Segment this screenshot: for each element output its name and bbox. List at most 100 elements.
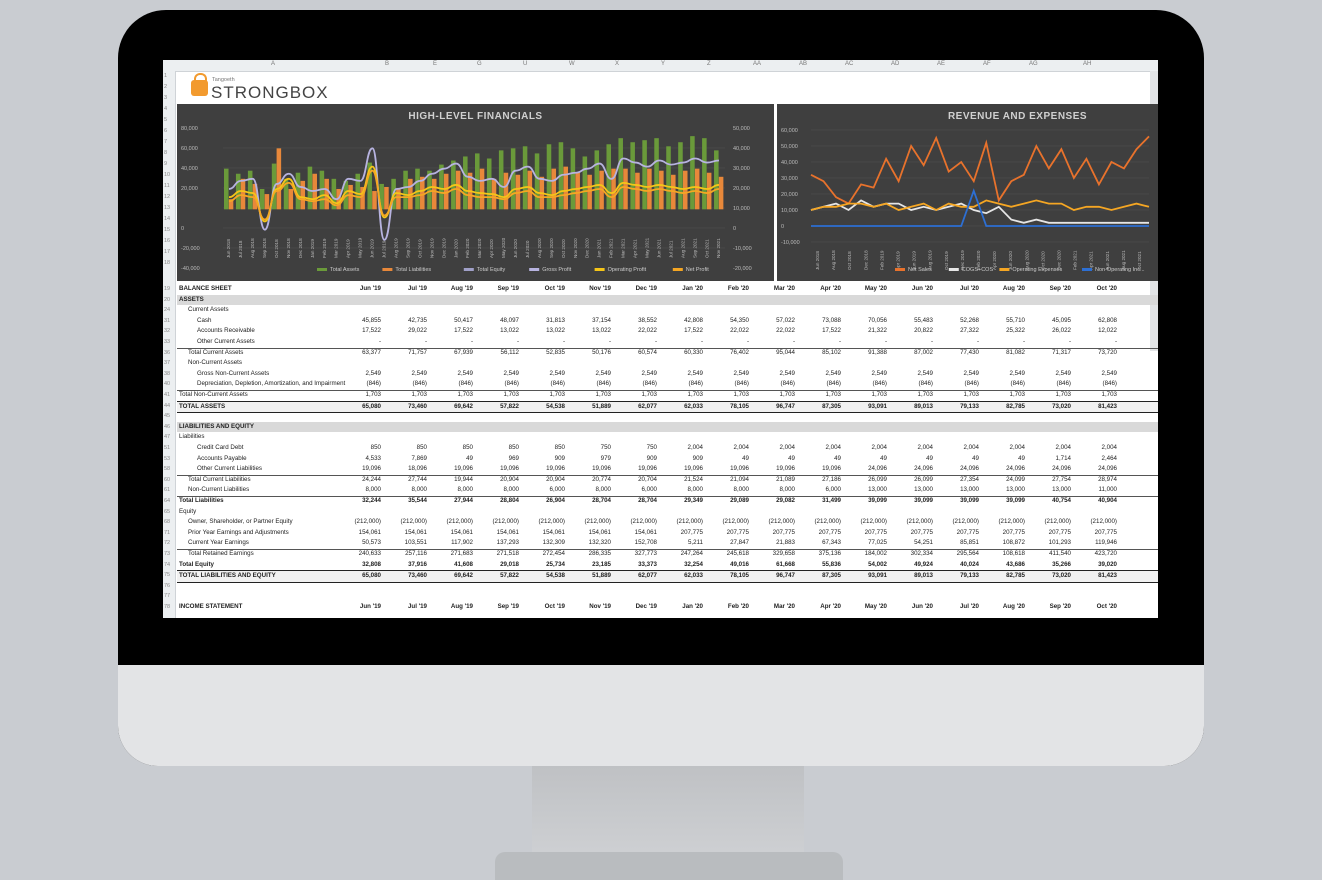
cell-value[interactable]: 24,244 bbox=[362, 475, 381, 483]
cell-value[interactable]: (846) bbox=[1010, 380, 1025, 388]
row-number[interactable]: 51 bbox=[164, 445, 171, 451]
cell-value[interactable]: May '20 bbox=[864, 603, 887, 610]
cell-value[interactable]: 60,330 bbox=[684, 348, 703, 356]
cell-value[interactable]: 245,618 bbox=[726, 550, 749, 557]
cell-value[interactable]: 26,904 bbox=[546, 497, 565, 504]
cell-value[interactable]: 26,022 bbox=[1052, 327, 1071, 335]
cell-value[interactable]: 39,020 bbox=[1098, 560, 1117, 568]
cell-value[interactable]: 152,708 bbox=[634, 539, 657, 547]
cell-value[interactable]: 207,775 bbox=[680, 528, 703, 536]
cell-value[interactable]: Feb '20 bbox=[727, 285, 749, 292]
cell-value[interactable]: 27,754 bbox=[1052, 475, 1071, 483]
sheet-row[interactable]: LIABILITIES AND EQUITY bbox=[177, 421, 1158, 433]
cell-value[interactable]: 93,091 bbox=[868, 572, 887, 580]
cell-value[interactable]: 56,112 bbox=[500, 348, 519, 356]
cell-value[interactable]: (212,000) bbox=[538, 518, 566, 526]
cell-value[interactable]: 17,522 bbox=[362, 327, 381, 335]
cell-value[interactable]: Oct '19 bbox=[544, 285, 565, 292]
row-label[interactable]: Owner, Shareholder, or Partner Equity bbox=[188, 518, 293, 526]
cell-value[interactable]: 119,946 bbox=[1095, 539, 1117, 547]
cell-value[interactable]: 286,335 bbox=[588, 550, 611, 557]
cell-value[interactable]: 57,822 bbox=[500, 402, 519, 410]
cell-value[interactable]: 54,251 bbox=[914, 539, 933, 547]
cell-value[interactable]: - bbox=[562, 338, 565, 345]
cell-value[interactable]: 28,704 bbox=[638, 497, 657, 504]
cell-value[interactable]: 54,538 bbox=[546, 402, 565, 410]
cell-value[interactable]: 28,704 bbox=[592, 497, 611, 504]
cell-value[interactable]: 1,703 bbox=[917, 391, 933, 398]
cell-value[interactable]: 60,574 bbox=[638, 348, 657, 356]
cell-value[interactable]: 54,002 bbox=[868, 560, 887, 568]
cell-value[interactable]: 37,916 bbox=[408, 560, 427, 568]
cell-value[interactable]: 8,000 bbox=[411, 486, 427, 494]
cell-value[interactable]: 154,061 bbox=[496, 528, 519, 536]
cell-value[interactable]: 2,549 bbox=[549, 369, 565, 377]
cell-value[interactable]: 25,322 bbox=[1006, 327, 1025, 335]
cell-value[interactable]: 1,703 bbox=[1009, 391, 1025, 398]
row-number[interactable]: 40 bbox=[164, 381, 171, 388]
cell-value[interactable]: 76,402 bbox=[730, 348, 749, 356]
cell-value[interactable]: 26,099 bbox=[914, 475, 933, 483]
cell-value[interactable]: 2,549 bbox=[825, 369, 841, 377]
row-label[interactable]: Other Current Assets bbox=[197, 338, 255, 345]
cell-value[interactable]: Jul '19 bbox=[407, 603, 427, 610]
cell-value[interactable]: Jul '20 bbox=[959, 285, 979, 292]
sheet-row[interactable]: Credit Card Debt 850 850 850 850 850 750 750 2,0… bbox=[177, 443, 1158, 454]
column-letter[interactable]: AC bbox=[845, 61, 854, 67]
cell-value[interactable]: 27,847 bbox=[730, 539, 749, 547]
cell-value[interactable]: 154,061 bbox=[404, 528, 427, 536]
cell-value[interactable]: Mar '20 bbox=[773, 285, 795, 292]
cell-value[interactable]: 207,775 bbox=[956, 528, 979, 536]
cell-value[interactable]: 154,061 bbox=[634, 528, 657, 536]
cell-value[interactable]: 89,013 bbox=[914, 402, 933, 410]
cell-value[interactable]: 8,000 bbox=[733, 486, 749, 494]
cell-value[interactable]: 2,549 bbox=[1101, 369, 1117, 377]
cell-value[interactable]: 13,000 bbox=[1006, 486, 1025, 494]
cell-value[interactable]: 6,000 bbox=[825, 486, 841, 494]
cell-value[interactable]: 49 bbox=[880, 454, 887, 462]
column-letter[interactable]: AG bbox=[1029, 61, 1038, 67]
cell-value[interactable]: (846) bbox=[596, 380, 611, 388]
cell-value[interactable]: (846) bbox=[642, 380, 657, 388]
cell-value[interactable]: Jul '20 bbox=[959, 603, 979, 610]
revenue-and-expenses-chart[interactable]: REVENUE AND EXPENSES 60,000 50,000 40,000 3… bbox=[777, 104, 1158, 281]
row-number[interactable]: 72 bbox=[164, 540, 171, 547]
cell-value[interactable]: - bbox=[884, 338, 887, 345]
cell-value[interactable]: 62,077 bbox=[638, 572, 657, 580]
cell-value[interactable]: 42,735 bbox=[408, 316, 427, 324]
cell-value[interactable]: 50,176 bbox=[592, 348, 611, 356]
cell-value[interactable]: (212,000) bbox=[952, 518, 980, 526]
cell-value[interactable]: 55,483 bbox=[914, 316, 933, 324]
row-number[interactable]: 6 bbox=[164, 128, 168, 134]
cell-value[interactable]: 20,904 bbox=[500, 475, 519, 483]
cell-value[interactable]: 2,549 bbox=[1009, 369, 1025, 377]
cell-value[interactable]: - bbox=[746, 338, 749, 345]
cell-value[interactable]: 27,186 bbox=[822, 475, 841, 483]
cell-value[interactable]: 13,022 bbox=[500, 327, 519, 335]
cell-value[interactable]: 154,061 bbox=[450, 528, 473, 536]
cell-value[interactable]: 39,099 bbox=[914, 497, 933, 504]
cell-value[interactable]: 1,703 bbox=[595, 391, 611, 398]
row-number[interactable]: 58 bbox=[164, 466, 171, 473]
cell-value[interactable]: 51,889 bbox=[592, 402, 611, 410]
cell-value[interactable]: Jun '20 bbox=[911, 285, 933, 292]
cell-value[interactable]: 63,377 bbox=[362, 348, 381, 356]
cell-value[interactable]: 257,116 bbox=[405, 550, 427, 557]
row-label[interactable]: Current Assets bbox=[188, 306, 229, 314]
sheet-row[interactable]: Other Current Liabilities 19,096 18,096 19,… bbox=[177, 464, 1158, 476]
row-label[interactable]: Accounts Receivable bbox=[197, 327, 255, 335]
cell-value[interactable]: 82,785 bbox=[1006, 572, 1025, 580]
cell-value[interactable]: 13,000 bbox=[960, 486, 979, 494]
cell-value[interactable]: 24,096 bbox=[1098, 465, 1117, 473]
cell-value[interactable]: 2,549 bbox=[641, 369, 657, 377]
cell-value[interactable]: 81,423 bbox=[1098, 572, 1117, 580]
row-label[interactable]: BALANCE SHEET bbox=[179, 285, 232, 292]
cell-value[interactable]: 54,538 bbox=[546, 572, 565, 580]
cell-value[interactable]: Jun '20 bbox=[911, 603, 933, 610]
cell-value[interactable]: (846) bbox=[412, 380, 427, 388]
cell-value[interactable]: 57,022 bbox=[776, 316, 795, 324]
cell-value[interactable]: - bbox=[976, 338, 979, 345]
cell-value[interactable]: 41,608 bbox=[454, 560, 473, 568]
cell-value[interactable]: Oct '19 bbox=[544, 603, 565, 610]
cell-value[interactable]: 78,105 bbox=[730, 402, 749, 410]
